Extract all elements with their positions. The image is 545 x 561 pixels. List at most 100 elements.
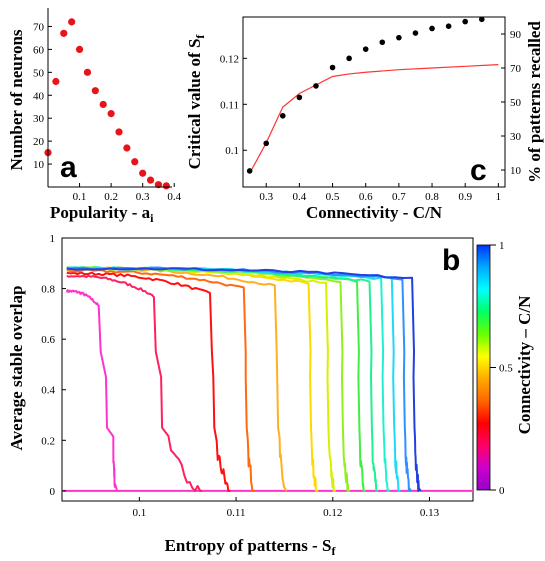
panel-c-point [362, 46, 369, 52]
panel-c-x-tick-label: 0.4 [293, 191, 307, 203]
panel-a-y-tick-label: 40 [33, 90, 45, 102]
panel-b-plot [62, 266, 473, 492]
panel-c-point [263, 140, 270, 147]
panel-b-x-title-sub: f [331, 544, 336, 558]
panel-c-y-tick-label-right: 10 [510, 165, 522, 177]
panel-c-x-tick-label: 0.9 [458, 191, 472, 203]
panel-b-series-line [66, 266, 336, 492]
panel-a-point [99, 100, 107, 109]
panel-c-point [462, 18, 469, 25]
panel-c-plot [246, 17, 500, 174]
panel-a-point [139, 169, 147, 177]
panel-a-point [107, 110, 115, 118]
panel-a: 0.1 0.2 0.3 0.4 10 20 30 40 50 60 70 a Popularity… [7, 8, 182, 225]
panel-c-y-tick-label-right: 90 [510, 29, 522, 41]
panel-b-y-tick-label: 0.2 [41, 435, 55, 447]
panel-c-x-tick-label: 0.8 [425, 191, 439, 203]
panel-c-x-tick-label: 0.7 [392, 191, 406, 203]
panel-a-point [91, 87, 99, 95]
panel-a-point [68, 18, 76, 26]
panel-a-label: a [60, 151, 77, 184]
panel-a-x-title-sub: i [150, 211, 154, 225]
panel-b-y-tick-label: 1 [50, 233, 56, 245]
panel-c-point [296, 94, 303, 101]
panel-a-point [75, 45, 84, 54]
panel-a-point [115, 128, 123, 136]
panel-c-label: c [470, 154, 487, 187]
panel-c-x-tick-label: 1 [496, 191, 502, 203]
panel-b-series-line [66, 274, 203, 492]
panel-c-y-tick-label-right: 30 [510, 131, 522, 143]
panel-a-x-tick-label: 0.3 [136, 191, 150, 203]
colorbar-title: Connectivity – C/N [515, 295, 534, 435]
panel-c-y-title-left-main: Critical value of S [185, 39, 204, 170]
panel-a-x-tick-label: 0.4 [167, 191, 181, 203]
panel-a-x-ticks: 0.1 0.2 0.3 0.4 [73, 183, 182, 203]
panel-c-y-tick-label-left: 0.11 [220, 99, 239, 111]
panel-b-label: b [442, 244, 460, 277]
panel-a-y-ticks: 10 20 30 40 50 60 70 [33, 21, 52, 171]
panel-a-point [83, 68, 92, 76]
panel-c-point [329, 64, 336, 71]
panel-b-y-tick-label: 0 [50, 486, 56, 498]
panel-b-y-ticks: 0 0.2 0.4 0.6 0.8 1 [41, 233, 66, 498]
panel-a-point [52, 77, 60, 86]
panel-c-point [429, 25, 435, 32]
panel-a-x-title-main: Popularity - a [50, 203, 151, 222]
panel-b-series-line [66, 266, 351, 492]
panel-c-point [379, 39, 386, 46]
panel-b-x-title: Entropy of patterns - Sf [165, 536, 337, 558]
panel-b-frame [61, 237, 474, 502]
panel-a-point [146, 176, 155, 184]
panel-a-y-tick-label: 70 [33, 21, 45, 33]
panel-c-x-tick-label: 0.6 [359, 191, 373, 203]
panel-b-series-line [66, 266, 401, 492]
panel-c-point [313, 83, 319, 89]
panel-b-x-tick-label: 0.13 [420, 507, 440, 519]
panel-b-x-ticks: 0.1 0.11 0.12 0.13 [132, 497, 440, 519]
colorbar [476, 244, 491, 491]
panel-c: 0.3 0.4 0.5 0.6 0.7 0.8 0.9 1 0.1 0.11 0.12 10 30 5… [185, 16, 544, 222]
panel-a-point [162, 182, 170, 190]
panel-c-y-tick-label-right: 70 [510, 63, 522, 75]
panel-b-series-line [66, 271, 231, 492]
panel-b-y-title: Average stable overlap [7, 286, 26, 451]
panel-c-point [396, 34, 402, 41]
panel-c-point [478, 17, 485, 23]
panel-b-series-line [66, 267, 422, 492]
panel-b-series-line [66, 268, 256, 492]
panel-c-point [445, 23, 452, 29]
panel-c-y-title-right: % of patterns recalled [525, 21, 544, 183]
colorbar-ticks: 00.51 [490, 240, 513, 497]
panel-c-y-ticks-right: 10 30 50 70 90 [501, 29, 522, 177]
panel-c-point [412, 30, 419, 36]
panel-c-point [496, 17, 500, 18]
panel-b-y-tick-label: 0.8 [41, 284, 55, 296]
panel-a-point [123, 144, 131, 152]
panel-c-x-tick-label: 0.5 [326, 191, 340, 203]
panel-c-x-ticks: 0.3 0.4 0.5 0.6 0.7 0.8 0.9 1 [259, 183, 501, 203]
panel-b-y-tick-label: 0.4 [41, 385, 55, 397]
panel-b-series-line [66, 266, 366, 492]
colorbar-tick-label: 0 [499, 485, 505, 497]
colorbar-tick-label: 1 [499, 240, 505, 252]
panel-c-y-title-left: Critical value of Sf [185, 34, 207, 170]
panel-b-x-tick-label: 0.11 [227, 507, 246, 519]
panel-a-x-title: Popularity - ai [50, 203, 154, 225]
panel-c-frame [242, 16, 506, 188]
panel-b-x-title-main: Entropy of patterns - S [165, 536, 332, 555]
panel-c-y-tick-label-left: 0.1 [225, 145, 239, 157]
panel-a-y-tick-label: 10 [33, 159, 45, 171]
panel-c-y-title-left-sub: f [193, 34, 207, 39]
panel-b-x-tick-label: 0.1 [132, 507, 146, 519]
panel-a-y-tick-label: 30 [33, 113, 45, 125]
panel-a-y-tick-label: 50 [33, 67, 45, 79]
panel-a-x-tick-label: 0.1 [73, 191, 87, 203]
panel-c-y-ticks-left: 0.1 0.11 0.12 [220, 53, 247, 157]
panel-a-y-title: Number of neurons [7, 29, 26, 170]
panel-a-y-tick-label: 60 [33, 44, 45, 56]
panel-c-x-title: Connectivity - C/N [306, 203, 443, 222]
panel-c-y-tick-label-right: 50 [510, 97, 522, 109]
panel-c-recall-line [249, 64, 499, 174]
